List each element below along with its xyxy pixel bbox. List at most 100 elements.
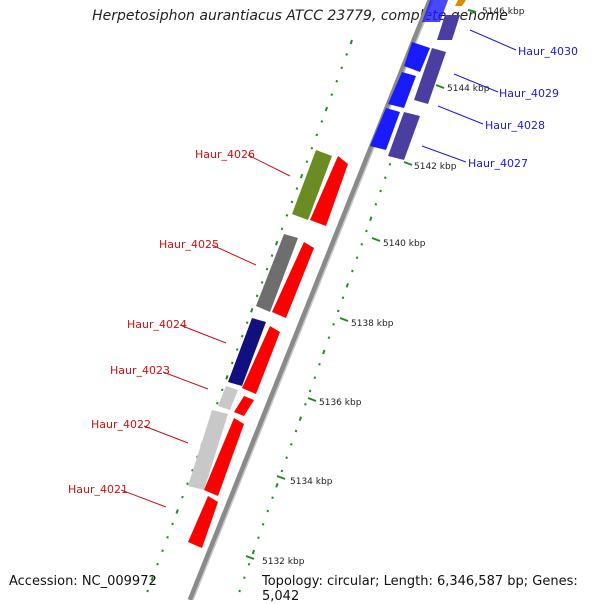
- map-title: Herpetosiphon aurantiacus ATCC 23779, co…: [92, 8, 508, 24]
- gc-mark: [327, 336, 331, 339]
- gc-mark: [369, 216, 373, 221]
- gc-mark: [330, 93, 334, 96]
- gc-track-inner: [238, 149, 396, 593]
- gc-mark: [355, 256, 359, 259]
- gc-mark: [320, 120, 324, 123]
- gc-mark: [175, 509, 179, 514]
- cds-haur4029-b[interactable]: [414, 48, 446, 104]
- cds-haur4021-red[interactable]: [188, 496, 218, 548]
- cds-haur4022-red[interactable]: [204, 418, 244, 496]
- gc-mark: [261, 523, 265, 526]
- label-haur4028[interactable]: Haur_4028: [485, 119, 545, 132]
- label-haur4024[interactable]: Haur_4024: [127, 318, 187, 331]
- gc-mark: [181, 495, 184, 499]
- gc-mark: [349, 39, 353, 45]
- gc-mark: [275, 240, 279, 246]
- gc-mark: [230, 361, 234, 365]
- cds-haur4025-red[interactable]: [272, 242, 314, 318]
- cds-haur4030-a[interactable]: [422, 0, 448, 22]
- gc-mark: [150, 576, 154, 581]
- tick-label-5142: 5142 kbp: [414, 162, 457, 172]
- cds-haur4027-b[interactable]: [388, 112, 420, 160]
- label-haur4025[interactable]: Haur_4025: [159, 238, 219, 251]
- gc-mark: [255, 294, 259, 298]
- forward-cds-track: [370, 0, 466, 160]
- label-haur4026[interactable]: Haur_4026: [195, 148, 255, 161]
- gc-mark: [383, 176, 387, 179]
- gc-mark: [266, 509, 270, 513]
- gc-mark: [365, 229, 368, 233]
- gc-mark: [275, 483, 279, 488]
- cds-haur4023-lightgray[interactable]: [218, 386, 238, 410]
- tick-label-5146: 5146 kbp: [482, 7, 525, 17]
- gc-track-outer: [146, 39, 353, 593]
- label-haur4027[interactable]: Haur_4027: [468, 157, 528, 170]
- gc-mark: [166, 536, 169, 539]
- cds-haur4023-red[interactable]: [234, 396, 254, 416]
- label-haur4022[interactable]: Haur_4022: [91, 418, 151, 431]
- gc-mark: [308, 389, 312, 393]
- tick-label-5144: 5144 kbp: [447, 84, 490, 94]
- label-haur4021[interactable]: Haur_4021: [68, 483, 128, 496]
- label-haur4023[interactable]: Haur_4023: [110, 364, 170, 377]
- gc-mark: [313, 376, 317, 379]
- reverse-cds-track: [188, 150, 348, 548]
- gc-mark: [340, 66, 343, 70]
- gc-mark: [220, 388, 224, 392]
- tick-label-5132: 5132 kbp: [262, 557, 305, 567]
- gc-mark: [280, 469, 284, 473]
- gc-mark: [351, 269, 354, 273]
- cds-haur4024-navy[interactable]: [228, 318, 266, 386]
- gc-mark: [161, 549, 164, 553]
- gc-mark: [265, 267, 269, 271]
- gc-mark: [305, 160, 309, 164]
- gc-mark: [345, 53, 348, 56]
- label-haur4029[interactable]: Haur_4029: [499, 87, 559, 100]
- gc-mark: [318, 363, 321, 366]
- gc-mark: [186, 482, 189, 486]
- gc-mark: [388, 163, 392, 166]
- tick-label-5140: 5140 kbp: [383, 239, 426, 249]
- gc-mark: [280, 227, 284, 231]
- cds-haur4025-gray[interactable]: [256, 234, 298, 312]
- gc-mark: [146, 589, 149, 593]
- gc-mark: [294, 429, 298, 433]
- gc-mark: [245, 321, 249, 325]
- gc-mark: [335, 79, 339, 83]
- gc-mark: [332, 323, 335, 326]
- backbone-line: [187, 0, 433, 600]
- cds-haur4026-red[interactable]: [310, 156, 348, 226]
- gc-mark: [243, 576, 246, 579]
- gc-mark: [290, 443, 293, 446]
- gc-mark: [257, 536, 260, 539]
- gc-mark: [304, 403, 307, 406]
- label-haur4030[interactable]: Haur_4030: [518, 45, 578, 58]
- cds-haur4024-red[interactable]: [242, 326, 280, 394]
- accession-text: Accession: NC_009972: [9, 574, 157, 589]
- gc-mark: [216, 401, 219, 405]
- cds-haur4027[interactable]: [370, 108, 400, 150]
- cds-haur4026-olive[interactable]: [292, 150, 332, 220]
- gc-mark: [379, 189, 382, 193]
- reverse-labels: Haur_4026 Haur_4025 Haur_4024 Haur_4023 …: [68, 148, 291, 508]
- gc-mark: [240, 334, 244, 338]
- cds-haur4029[interactable]: [404, 42, 430, 72]
- ticks: 5146 kbp 5144 kbp 5142 kbp 5140 kbp 5138…: [245, 7, 525, 567]
- gc-mark: [171, 522, 174, 526]
- gc-mark: [271, 496, 274, 499]
- gc-mark: [295, 187, 299, 190]
- cds-haur4022-lightgray[interactable]: [188, 410, 228, 490]
- gc-mark: [260, 281, 264, 284]
- gc-mark: [374, 203, 378, 206]
- cds-haur4030-b[interactable]: [437, 15, 460, 40]
- gc-mark: [285, 456, 288, 459]
- gc-mark: [235, 348, 239, 351]
- gc-mark: [191, 468, 194, 472]
- tick-label-5138: 5138 kbp: [351, 319, 394, 329]
- cds-haur4028[interactable]: [388, 72, 416, 108]
- gc-mark: [336, 309, 340, 313]
- gc-mark: [225, 375, 229, 380]
- gc-mark: [270, 254, 274, 257]
- gc-mark: [315, 133, 319, 137]
